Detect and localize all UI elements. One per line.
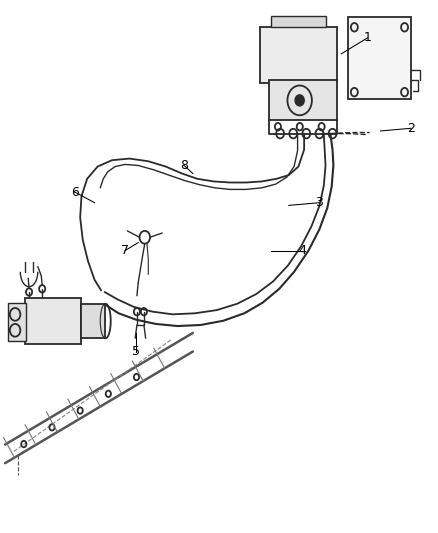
Bar — [81, 304, 106, 338]
Text: 2: 2 — [407, 122, 415, 135]
Text: 1: 1 — [364, 31, 371, 44]
Bar — [269, 80, 337, 120]
Text: 5: 5 — [132, 345, 140, 358]
Bar — [8, 303, 26, 341]
Bar — [25, 298, 81, 344]
Text: 7: 7 — [121, 244, 129, 257]
Bar — [348, 17, 411, 99]
Circle shape — [295, 95, 304, 106]
Text: 6: 6 — [71, 185, 79, 199]
Bar — [272, 15, 326, 27]
Bar — [261, 27, 337, 83]
Text: 4: 4 — [298, 244, 306, 257]
Text: 8: 8 — [180, 159, 188, 172]
Text: 3: 3 — [315, 196, 323, 209]
